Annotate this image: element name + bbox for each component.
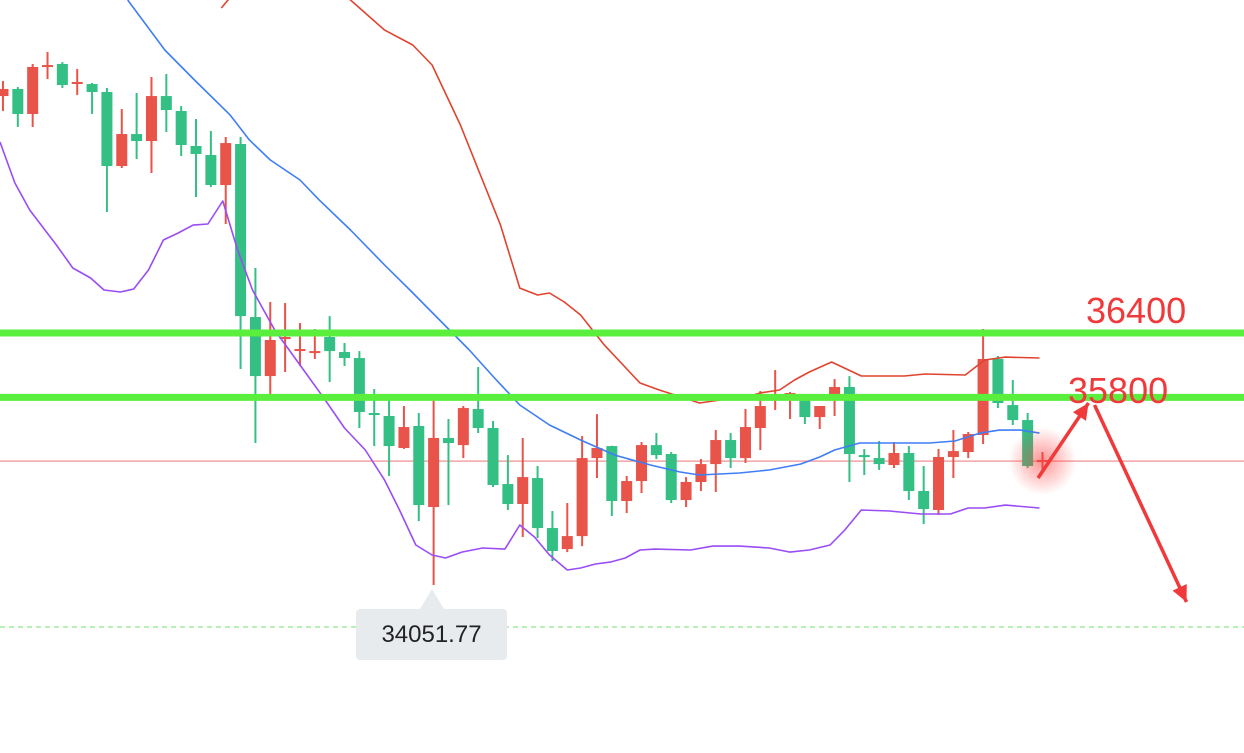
candle-body-up — [279, 337, 291, 340]
candle-body-up — [754, 406, 766, 429]
candle-body-up — [947, 451, 959, 457]
candle-body-down — [873, 458, 885, 465]
candle-body-down — [235, 144, 247, 317]
candle-body-down — [442, 437, 454, 444]
candle-body-down — [101, 91, 113, 167]
candle-body-down — [903, 453, 915, 492]
candle-body-up — [71, 81, 83, 84]
candle-body-down — [383, 415, 395, 447]
candle-body-down — [665, 453, 677, 501]
candle-body-up — [145, 96, 157, 142]
candle-body-up — [680, 482, 692, 501]
candle-body-down — [472, 409, 484, 429]
candle-body-down — [56, 63, 68, 86]
low-price-tooltip: 34051.77 — [356, 609, 507, 660]
candle-body-down — [502, 484, 514, 505]
candle-body-up — [116, 134, 128, 167]
candle-body-up — [0, 88, 9, 97]
candle-body-down — [160, 96, 172, 111]
candle-body-up — [309, 351, 321, 354]
candle-body-down — [131, 134, 143, 142]
candle-body-down — [175, 110, 187, 145]
candle-body-up — [398, 427, 410, 448]
candle-body-down — [650, 445, 662, 456]
candle-body-down — [487, 428, 499, 486]
forecast-down-arrow-shaft — [1092, 404, 1189, 603]
candle-body-up — [42, 65, 54, 68]
candle-body-up — [517, 477, 529, 505]
forecast-up-arrow-head-icon — [1072, 403, 1089, 421]
candle-body-down — [606, 446, 618, 501]
candle-body-down — [339, 352, 351, 359]
candle-body-down — [918, 491, 930, 510]
candle-body-down — [546, 528, 558, 552]
candle-body-up — [739, 427, 751, 459]
candle-body-down — [249, 317, 261, 377]
candle-body-down — [1007, 405, 1019, 421]
candle-body-up — [814, 406, 826, 418]
level-label-36400: 36400 — [1086, 290, 1187, 331]
candle-body-up — [591, 447, 603, 459]
candle-body-down — [12, 88, 24, 114]
candle-body-down — [858, 455, 870, 458]
lower-band-line — [0, 141, 1040, 571]
candle-body-down — [992, 359, 1004, 404]
candle-body-down — [353, 358, 365, 413]
candle-body-down — [532, 478, 544, 529]
upper-band-line — [220, 0, 1040, 404]
candle-body-up — [264, 340, 276, 377]
middle-band-line — [127, 0, 1040, 476]
candle-body-up — [710, 440, 722, 465]
candle-body-up — [428, 437, 440, 508]
candle-body-up — [829, 387, 841, 401]
candle-body-down — [368, 412, 380, 416]
candle-body-up — [561, 536, 573, 550]
candle-body-up — [933, 456, 945, 511]
candle-body-up — [457, 408, 469, 446]
candle-body-up — [888, 453, 900, 466]
candle-body-up — [220, 143, 232, 186]
candle-body-up — [962, 434, 974, 453]
candle-body-down — [799, 393, 811, 418]
candle-body-up — [27, 66, 39, 114]
candle-body-up — [695, 464, 707, 483]
forecast-down-arrow-head-icon — [1172, 583, 1187, 602]
candle-body-up — [576, 458, 588, 537]
level-label-35800: 35800 — [1068, 370, 1169, 411]
candle-body-up — [621, 481, 633, 501]
candle-body-down — [843, 387, 855, 454]
candle-body-down — [725, 440, 737, 459]
candle-body-down — [205, 154, 217, 186]
candle-body-down — [324, 337, 336, 352]
candle-body-up — [294, 349, 306, 352]
low-tooltip-caret — [420, 589, 444, 609]
candle-body-down — [86, 84, 98, 92]
candle-body-down — [413, 425, 425, 506]
candle-body-down — [190, 145, 202, 155]
